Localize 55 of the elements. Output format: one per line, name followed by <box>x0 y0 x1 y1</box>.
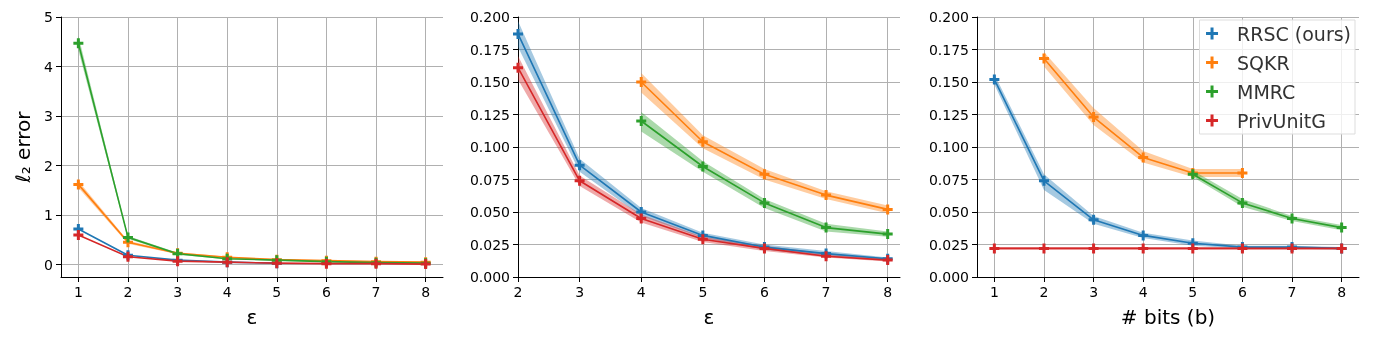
y-tick-label: 0.175 <box>469 41 510 58</box>
y-tick-label: 0.150 <box>469 74 510 90</box>
x-tick-label: 5 <box>1188 284 1198 300</box>
legend-label: SQKR <box>1237 51 1290 74</box>
y-tick-label: 0.000 <box>928 269 969 285</box>
y-tick-label: 2 <box>44 157 53 174</box>
x-tick-label: 2 <box>123 284 133 300</box>
y-tick-label: 0.100 <box>928 139 969 155</box>
x-tick-label: 8 <box>883 284 893 300</box>
y-tick-label: 0.025 <box>928 236 969 253</box>
x-axis-title: # bits (b) <box>1120 305 1216 329</box>
y-tick-label: 0.075 <box>928 171 969 188</box>
x-tick-label: 3 <box>173 284 183 300</box>
y-tick-label: 5 <box>44 9 53 25</box>
x-tick-label: 2 <box>1039 284 1049 300</box>
x-tick-label: 5 <box>698 284 708 300</box>
x-tick-label: 8 <box>1337 284 1347 300</box>
y-tick-label: 0.050 <box>928 204 969 220</box>
legend-label: RRSC (ours) <box>1237 22 1352 45</box>
legend-label: PrivUnitG <box>1237 109 1326 132</box>
y-tick-label: 0 <box>44 256 53 273</box>
x-tick-label: 6 <box>1237 284 1247 300</box>
y-tick-label: 0.125 <box>469 106 510 123</box>
x-tick-label: 4 <box>636 284 646 300</box>
y-axis-title: ℓ₂ error <box>11 110 35 184</box>
y-tick-label: 0.175 <box>928 41 969 58</box>
y-tick-label: 0.050 <box>469 204 510 220</box>
x-tick-label: 6 <box>759 284 769 300</box>
y-tick-label: 3 <box>44 108 53 125</box>
y-tick-label: 0.200 <box>928 9 969 25</box>
x-tick-label: 5 <box>272 284 282 300</box>
x-tick-label: 2 <box>513 284 523 300</box>
x-tick-label: 1 <box>989 284 999 300</box>
x-tick-label: 8 <box>421 284 431 300</box>
y-tick-label: 4 <box>44 58 54 75</box>
x-tick-label: 7 <box>1287 284 1297 300</box>
x-tick-label: 3 <box>575 284 585 300</box>
x-tick-label: 6 <box>321 284 331 300</box>
legend-label: MMRC <box>1237 80 1296 103</box>
y-tick-label: 1 <box>44 207 53 224</box>
y-tick-label: 0.025 <box>469 236 510 253</box>
y-tick-label: 0.200 <box>469 9 510 25</box>
y-tick-label: 0.150 <box>928 74 969 90</box>
y-tick-label: 0.125 <box>928 106 969 123</box>
x-axis-title: ε <box>703 305 715 329</box>
x-tick-label: 4 <box>222 284 232 300</box>
y-tick-label: 0.100 <box>469 139 510 155</box>
x-tick-label: 4 <box>1138 284 1148 300</box>
x-tick-label: 3 <box>1089 284 1099 300</box>
x-tick-label: 1 <box>73 284 83 300</box>
x-tick-label: 7 <box>371 284 381 300</box>
x-tick-label: 7 <box>821 284 831 300</box>
x-axis-title: ε <box>246 305 258 329</box>
y-tick-label: 0.000 <box>469 269 510 285</box>
y-tick-label: 0.075 <box>469 171 510 188</box>
